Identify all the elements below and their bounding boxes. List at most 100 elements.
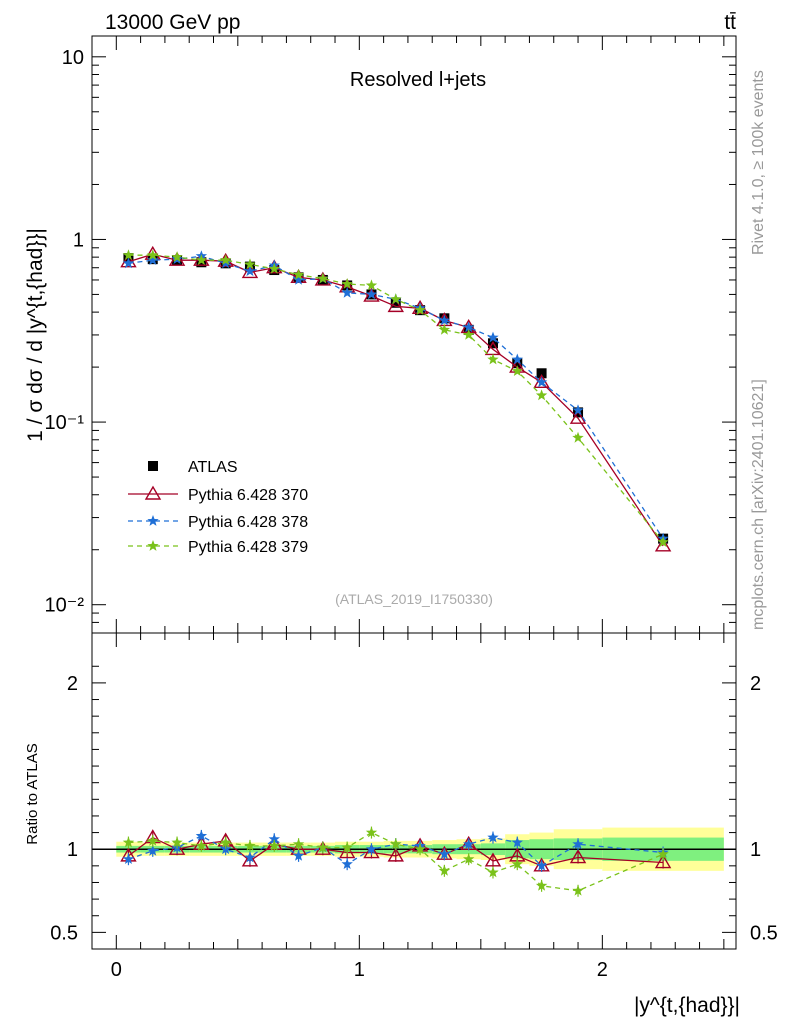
point-p378 (341, 286, 353, 298)
process-label: tt̄ (724, 11, 736, 34)
ratio-point-p370 (654, 854, 672, 869)
point-p378 (487, 331, 499, 343)
ratio-point-p379 (292, 838, 305, 850)
ratio-point-p379 (390, 838, 402, 850)
ratio-point-p378 (122, 853, 135, 864)
ratio-point-p370 (387, 847, 404, 862)
ratio-point-p378 (572, 838, 584, 850)
point-p379 (244, 258, 256, 270)
point-p378 (463, 321, 475, 333)
point-p378 (147, 254, 159, 265)
point-p378 (244, 265, 256, 277)
energy-label: 13000 GeV pp (105, 11, 240, 34)
point-p378 (292, 274, 305, 285)
ratio-ticks: 0 1 2 0.5 0.5 1 1 2 2 (50, 633, 778, 981)
ratio-point-p378 (220, 843, 232, 855)
point-p379 (220, 254, 232, 265)
ratio-point-p378 (244, 851, 256, 863)
ratio-point-p370 (314, 840, 332, 855)
main-series (120, 245, 672, 552)
x-tick-label: 2 (597, 959, 608, 981)
point-p379 (487, 353, 499, 365)
legend: ATLAS Pythia 6.428 370 Pythia 6.428 378 Pyt… (128, 459, 308, 556)
ratio-y-tick-label: 2 (67, 673, 78, 695)
point-p379 (292, 268, 305, 280)
point-p379 (147, 249, 159, 260)
point-p379 (171, 251, 183, 262)
point-p379 (341, 278, 353, 289)
ratio-point-p379 (572, 884, 584, 896)
point-p370 (363, 287, 380, 302)
ratio-panel: 0 1 2 0.5 0.5 1 1 2 2 Ratio to ATLAS |y^{t,{had}… (24, 632, 778, 1017)
ratio-point-p379 (317, 841, 329, 853)
main-y-tick-label: 10⁻² (45, 595, 85, 617)
ratio-point-p379 (171, 836, 183, 848)
point-p379 (572, 431, 584, 443)
ratio-y-tick-label-right: 2 (750, 673, 761, 695)
mcplots-label: mcplots.cern.ch [arXiv:2401.10621] (750, 379, 767, 630)
legend-label-p378: Pythia 6.428 378 (188, 514, 308, 531)
point-p379 (268, 262, 280, 274)
ratio-point-p370 (484, 852, 502, 867)
legend-marker-atlas (148, 461, 158, 471)
ratio-y-axis-label: Ratio to ATLAS (24, 743, 41, 844)
x-tick-label: 0 (111, 959, 122, 981)
ratio-series (120, 826, 672, 897)
point-atlas (390, 297, 401, 308)
point-p378 (535, 376, 548, 388)
point-p378 (365, 288, 378, 300)
point-p378 (572, 404, 584, 416)
legend-marker-p379 (147, 540, 159, 551)
point-p379 (657, 536, 669, 547)
ratio-point-p378 (195, 829, 208, 841)
ratio-y-tick-label-right: 0.5 (750, 922, 778, 944)
ratio-point-p370 (363, 844, 380, 859)
main-y-tick-label: 10⁻¹ (45, 412, 85, 434)
ratio-point-p379 (438, 864, 451, 876)
point-p370 (387, 297, 404, 313)
ratio-point-p379 (463, 853, 475, 864)
ratio-point-p378 (487, 831, 499, 843)
point-p379 (535, 389, 548, 401)
ratio-point-p370 (569, 849, 587, 864)
point-p379 (390, 293, 402, 305)
ratio-point-p379 (414, 843, 426, 855)
point-p378 (220, 257, 232, 269)
ratio-point-p378 (511, 836, 523, 848)
ratio-y-tick-label: 1 (67, 839, 78, 861)
point-p379 (463, 328, 475, 340)
point-p379 (317, 272, 329, 284)
legend-marker-p370 (144, 485, 162, 500)
ratio-point-p379 (535, 879, 548, 891)
point-p379 (195, 254, 208, 265)
chart-title: Resolved l+jets (350, 69, 486, 91)
ratio-point-p378 (463, 838, 475, 850)
ratio-point-p379 (657, 848, 669, 860)
ratio-point-p379 (244, 839, 256, 851)
ratio-y-tick-label-right: 1 (750, 839, 761, 861)
main-y-tick-label: 1 (73, 229, 84, 251)
ratio-line-p378 (128, 835, 664, 867)
ratio-point-p370 (241, 852, 259, 867)
ratio-point-p378 (341, 858, 353, 869)
x-axis-label: |y^{t,{had}}| (634, 994, 740, 1017)
ratio-point-p379 (365, 826, 378, 838)
ratio-point-p379 (511, 858, 523, 869)
ratio-point-p379 (487, 866, 499, 878)
legend-label-p379: Pythia 6.428 379 (188, 539, 308, 556)
point-p370 (654, 537, 672, 552)
point-p379 (122, 249, 135, 260)
main-panel: 10⁻² 10⁻¹ 1 10 Resolved l+jets (ATLAS_2019_… (24, 35, 737, 634)
ratio-point-p378 (535, 859, 548, 871)
ratio-point-p379 (341, 841, 353, 853)
main-y-axis-label: 1 / σ dσ / d |y^{t,{had}}| (24, 228, 47, 442)
legend-label-atlas: ATLAS (188, 459, 238, 476)
point-p378 (438, 314, 451, 326)
ratio-point-p379 (147, 834, 159, 846)
ratio-point-p370 (338, 844, 356, 859)
ratio-point-p379 (220, 836, 232, 848)
ratio-point-p378 (365, 843, 378, 855)
ratio-point-p379 (268, 839, 280, 851)
ratio-point-p379 (122, 836, 135, 848)
